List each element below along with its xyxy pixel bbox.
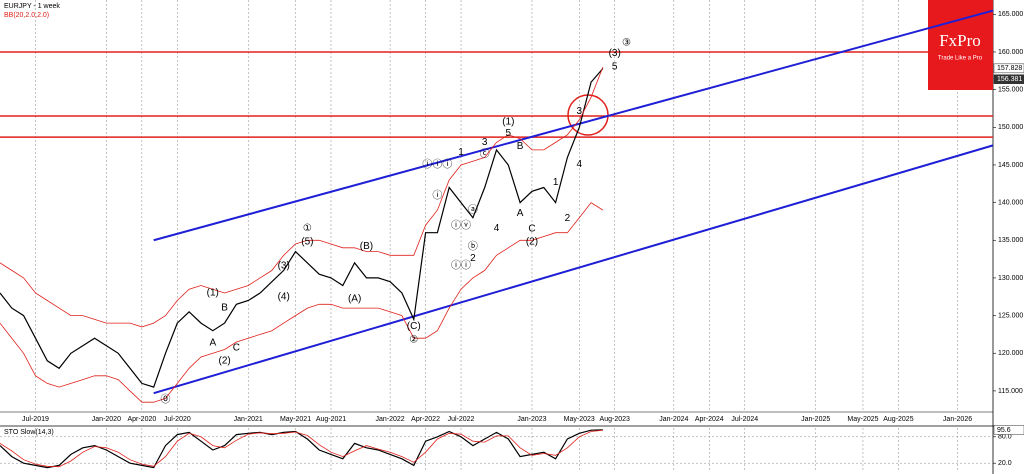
y-tick-label: 150.000 xyxy=(998,124,1023,131)
price-tag-label: 157.828 xyxy=(997,65,1022,72)
wave-label: 2 xyxy=(565,213,571,224)
y-tick-label: 155.000 xyxy=(998,86,1023,93)
x-tick-label: Jan-2020 xyxy=(92,416,121,423)
wave-label: (3) xyxy=(609,48,621,59)
wave-label: (C) xyxy=(407,321,421,332)
x-tick-label: Jan-2025 xyxy=(801,416,830,423)
wave-label: (A) xyxy=(348,294,361,305)
x-tick-label: Jan-2023 xyxy=(517,416,546,423)
wave-label: ⓐ xyxy=(468,204,478,216)
price-tag-label: 156.381 xyxy=(997,76,1022,83)
wave-label: (2) xyxy=(526,236,538,247)
indicator-line xyxy=(0,202,604,403)
x-tick-label: Apr-2020 xyxy=(127,416,156,423)
y-tick-label: 80.0 xyxy=(998,434,1012,441)
wave-label: ① xyxy=(303,223,312,234)
y-tick-label: 160.000 xyxy=(998,49,1023,56)
wave-label: B xyxy=(517,141,524,152)
wave-label: ③ xyxy=(622,38,631,49)
x-tick-label: Apr-2022 xyxy=(411,416,440,423)
x-tick-label: May-2021 xyxy=(280,416,311,423)
logo-box xyxy=(928,0,993,90)
x-tick-label: Jul-2022 xyxy=(448,416,475,423)
wave-label: ⓑ xyxy=(468,241,478,253)
wave-label: 2 xyxy=(470,253,476,264)
wave-label: (2) xyxy=(218,355,230,366)
price-tag-label: 95.6 xyxy=(997,427,1011,434)
wave-label: ② xyxy=(409,334,418,345)
x-tick-label: Aug-2025 xyxy=(883,416,913,423)
wave-label: 3 xyxy=(482,137,488,148)
wave-label: (3) xyxy=(278,261,290,272)
x-tick-label: Jan-2024 xyxy=(659,416,688,423)
wave-label: 1 xyxy=(553,177,559,188)
price-tag xyxy=(993,63,1024,74)
price-tag xyxy=(993,425,1024,435)
y-tick-label: 130.000 xyxy=(998,275,1023,282)
x-tick-label: May-2023 xyxy=(564,416,595,423)
wave-label: ⓘⓘ xyxy=(451,260,471,272)
wave-label: ⓒ xyxy=(480,148,490,160)
x-tick-label: Jan-2021 xyxy=(234,416,263,423)
y-tick-label: 165.000 xyxy=(998,11,1023,18)
sto-title: STO Slow(14,3) xyxy=(4,429,54,436)
logo-name: FxPro xyxy=(939,31,981,50)
wave-label: ⓪ xyxy=(161,394,171,406)
wave-label: (1) xyxy=(207,288,219,299)
wave-label: C xyxy=(528,224,535,235)
price-tag xyxy=(993,74,1024,84)
wave-label: ⓘⓥ xyxy=(451,220,471,232)
logo-tagline: Trade Like a Pro xyxy=(938,56,983,62)
x-tick-label: Jul-2019 xyxy=(22,416,49,423)
y-tick-label: 125.000 xyxy=(998,312,1023,319)
wave-label: ⓘⓘⓘ xyxy=(422,159,452,171)
wave-label: (4) xyxy=(278,291,290,302)
indicator-line xyxy=(0,429,603,468)
x-tick-label: Jul-2024 xyxy=(731,416,758,423)
indicator-label: BB(20,2.0,2.0) xyxy=(4,12,49,19)
y-tick-label: 115.000 xyxy=(998,388,1023,395)
wave-label: (1) xyxy=(502,117,514,128)
y-tick-label: 20.0 xyxy=(998,460,1012,467)
y-tick-label: 135.000 xyxy=(998,237,1023,244)
x-tick-label: Apr-2024 xyxy=(695,416,724,423)
wave-label: B xyxy=(221,303,228,314)
wave-label: 1 xyxy=(458,147,464,158)
wave-label: (B) xyxy=(360,241,373,252)
x-tick-label: Jul-2020 xyxy=(164,416,191,423)
wave-label: 5 xyxy=(612,62,618,73)
wave-label: 5 xyxy=(506,128,512,139)
y-tick-label: 145.000 xyxy=(998,162,1023,169)
wave-label: A xyxy=(209,337,216,348)
x-tick-label: Aug-2021 xyxy=(316,416,346,423)
wave-label: 4 xyxy=(494,223,500,234)
wave-label: 4 xyxy=(576,159,582,170)
wave-label: A xyxy=(517,208,524,219)
channel-line xyxy=(153,144,994,395)
channel-line xyxy=(153,9,994,242)
x-tick-label: Jan-2022 xyxy=(376,416,405,423)
y-tick-label: 140.000 xyxy=(998,199,1023,206)
wave-label: ⓘ xyxy=(432,189,442,201)
wave-label: C xyxy=(233,343,240,354)
wave-label: (5) xyxy=(301,236,313,247)
indicator-line xyxy=(0,66,604,328)
x-tick-label: Jan-2026 xyxy=(943,416,972,423)
y-tick-label: 120.000 xyxy=(998,350,1023,357)
chart-title: EURJPY - 1 week xyxy=(4,3,60,10)
x-tick-label: Aug-2023 xyxy=(600,416,630,423)
price-line xyxy=(0,68,604,388)
wave-label: 3 xyxy=(576,106,582,117)
x-tick-label: May-2025 xyxy=(847,416,878,423)
